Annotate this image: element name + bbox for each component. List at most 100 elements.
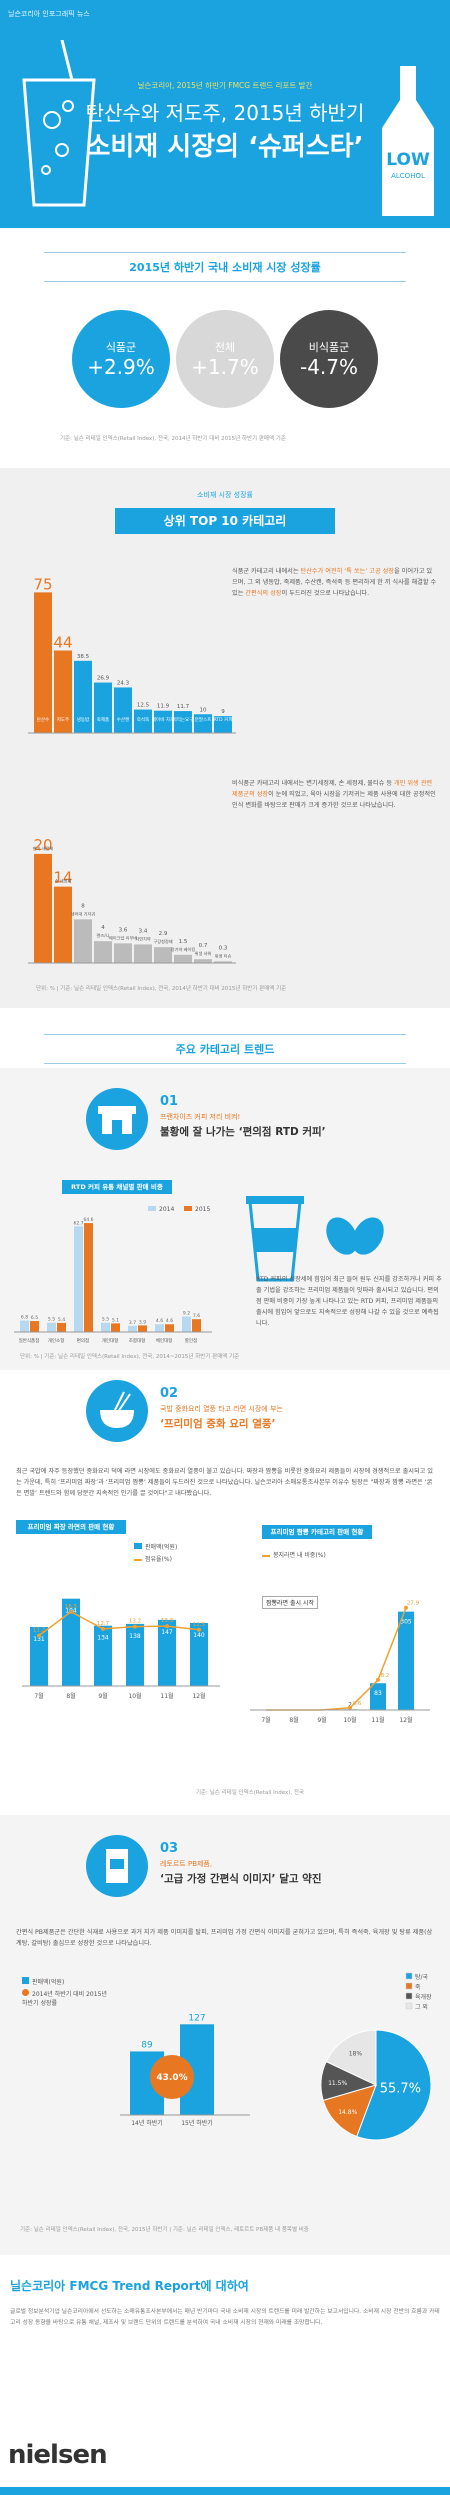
food-description: 식품군 카테고리 내에서는 탄산수가 여전히 ‘톡 쏘는’ 고공 성장을 이어가… (232, 566, 437, 599)
food-bar-value: 75 (33, 575, 52, 593)
nonfood-bar (54, 886, 72, 963)
rtd-category-label: 편의점 (77, 1337, 89, 1344)
food-bar-label: 분말스프 (195, 716, 212, 723)
trend-headline: 레토르트 PB제품, (160, 1860, 213, 1868)
circle-label: 식품군 (105, 341, 137, 354)
rtd-legend-swatch (184, 1206, 192, 1211)
hero-title-line1: 탄산수와 저도주, 2015년 하반기 (85, 101, 365, 125)
trend-pb-section: 03 레토르트 PB제품, ‘고급 가정 간편식 이미지’ 달고 약진 간편식 … (0, 1815, 450, 2255)
rtd-bar-value: 4.6 (156, 1318, 163, 1324)
jjajang-bar (94, 1625, 112, 1686)
pie-legend-swatch (405, 1982, 413, 1990)
bottle-alcohol-label: ALCOHOL (391, 172, 425, 180)
rtd-bar-2015 (111, 1323, 120, 1332)
rtd-description: RTD 커피의 성장세에 힘입어 최근 들어 원두 신지를 강조하거나 커피 추… (256, 1276, 442, 1327)
nonfood-bar (114, 943, 132, 963)
about-body: 글로벌 정보분석기업 닐슨코리아에서 선도하는 소매유통조사본부에서는 매년 반… (10, 2309, 440, 2326)
pie-legend-label: 그 외 (415, 2004, 428, 2011)
trend-title: 불황에 잘 나가는 ‘편의점 RTD 커피’ (160, 1126, 326, 1138)
nonfood-bar-value: 20 (33, 836, 52, 854)
food-bar-value: 24.3 (117, 680, 130, 686)
rtd-bar-2014 (128, 1325, 137, 1332)
rtd-bar-2015 (84, 1223, 93, 1332)
circle-label: 비식품군 (308, 341, 350, 354)
circle-value: +1.7% (191, 355, 259, 379)
glass-icon (22, 40, 96, 207)
food-bar-label: 떠먹는요구 (173, 716, 194, 723)
food-bar-value: 11.7 (177, 704, 190, 710)
jjajang-bar-value: 134 (97, 1635, 109, 1642)
jjajang-bar (158, 1619, 176, 1686)
rtd-bar-2014 (155, 1324, 164, 1332)
food-bar (74, 660, 92, 733)
nonfood-bar-value: 1.5 (179, 939, 188, 945)
total-growth-circle: 전체 +1.7% (176, 310, 274, 408)
jjajang-bar-value: 147 (161, 1629, 173, 1636)
nonfood-description: 비식품군 카테고리 내에서는 변기세정제, 손 세정제, 물티슈 등 개인 위생… (232, 778, 437, 811)
nonfood-bar-value: 8 (81, 903, 85, 909)
rtd-bar-value: 4.6 (166, 1318, 173, 1324)
jjajang-bar-value: 131 (33, 1636, 45, 1643)
circle-label: 전체 (214, 341, 236, 354)
jjajang-bar (30, 1627, 48, 1686)
food-bar-label: 냉동밥 (77, 716, 89, 723)
text: 식품군 카테고리 내에서는 (232, 568, 301, 575)
rtd-bar-2014 (182, 1316, 191, 1332)
pie-slice-value: 55.7% (380, 2081, 421, 2096)
food-growth-circle: 식품군 +2.9% (72, 310, 170, 408)
rtd-legend-swatch (148, 1206, 156, 1211)
jjajang-chart-title: 프리미엄 짜장 라면의 판매 현황 (16, 1520, 126, 1534)
pb-source: 기준: 닐슨 리테일 인덱스(Retail Index), 전국, 2015년 … (20, 2227, 309, 2233)
jjamppong-month-label: 9월 (317, 1716, 326, 1724)
trend-number: 01 (160, 1094, 179, 1109)
rtd-bar-2014 (74, 1226, 83, 1332)
food-bar-label: RTD 커피 (214, 716, 233, 723)
nonfood-bar-label: 위생 샤워 (195, 950, 212, 957)
jjajang-share-value: 16.5 (65, 1604, 78, 1610)
food-bar (194, 714, 212, 733)
nonfood-bar-label: 위생 티슈 (215, 952, 232, 959)
jjamppong-month-label: 10월 (343, 1716, 356, 1724)
coffee-bean-icon (326, 1217, 384, 1255)
trends-header: 주요 카테고리 트렌드 (0, 1008, 450, 1068)
jjajang-bar-value: 140 (193, 1632, 205, 1639)
food-bar (114, 687, 132, 733)
rtd-bar-value: 6.8 (21, 1315, 28, 1321)
pouch-icon (86, 1835, 148, 1897)
noodle-source: 기준: 닐슨 리테일 인덱스(Retail Index), 전국 (196, 1790, 305, 1796)
jjajang-share-value: 13.2 (129, 1619, 141, 1625)
pie-legend-swatch (405, 1972, 413, 1980)
pb-legend-growth: 2014년 하반기 대비 2015년 하반기 성장률 (22, 1989, 114, 2007)
food-bar (174, 711, 192, 733)
jjajang-share-value: 13.3 (161, 1618, 174, 1624)
nonfood-bar-value: 0.7 (199, 943, 208, 949)
legend-label: 2014년 하반기 대비 2015년 하반기 성장률 (22, 1991, 107, 2007)
jjamppong-bar (398, 1611, 414, 1710)
trend-number: 02 (160, 1386, 179, 1401)
nonfood-bar-label: 렌즈/니 (97, 932, 110, 939)
legend-label: 점유율(%) (145, 1556, 172, 1563)
rtd-bar-value: 5.4 (58, 1317, 65, 1323)
jjajang-month-label: 11월 (160, 1692, 173, 1700)
footer-bar (0, 2487, 450, 2495)
rtd-bar-value: 5.5 (48, 1317, 55, 1323)
food-bar (34, 592, 52, 733)
jjajang-bar-value: 138 (129, 1633, 141, 1640)
text: 을 이어가고 있으며, 그 외 냉동밥, 죽제품, 수산캔, 즉석죽 등 편리하… (232, 568, 437, 597)
nonfood-bar-value: 4 (101, 925, 105, 931)
noodle-bowl-icon (86, 1380, 148, 1442)
rtd-bar-2015 (57, 1322, 66, 1332)
nonfood-bar-value: 14 (53, 869, 72, 887)
rtd-bar-value: 3.7 (129, 1320, 136, 1326)
top10-ribbon: 상위 TOP 10 카테고리 (115, 508, 335, 534)
rtd-bar-2014 (20, 1320, 29, 1332)
kicker: 닐슨코리아 인포그래픽 뉴스 (8, 10, 90, 18)
jjajang-share-line (38, 1610, 200, 1637)
pie-slice-value: 11.5% (328, 2080, 347, 2087)
food-bar-label: 저도주 (57, 716, 69, 723)
jjamppong-month-label: 12월 (399, 1716, 412, 1724)
pie-slice-value: 18% (349, 2050, 363, 2057)
food-bar (154, 710, 172, 733)
food-bar-label: 수산캔 (117, 716, 129, 723)
